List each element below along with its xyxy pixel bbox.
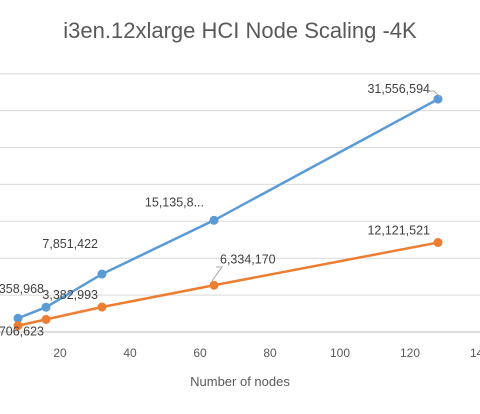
data-label: 6,334,170 — [220, 252, 276, 266]
x-tick-label: 60 — [193, 346, 207, 360]
data-label: 1,706,623 — [0, 324, 44, 338]
leader-line — [428, 90, 441, 98]
data-point — [209, 280, 219, 290]
data-label: 31,556,594 — [367, 82, 430, 96]
x-tick-label: 140 — [470, 346, 480, 360]
data-point — [433, 238, 443, 248]
x-tick-label: 20 — [53, 346, 67, 360]
data-point — [41, 314, 51, 324]
chart-title: i3en.12xlarge HCI Node Scaling -4K — [63, 18, 417, 43]
data-point — [209, 215, 219, 225]
data-label: 15,135,8... — [145, 195, 204, 209]
leader-line — [211, 266, 223, 282]
data-label: 3,382,993 — [42, 288, 98, 302]
data-label: 3,358,968 — [0, 282, 44, 296]
data-point — [97, 302, 107, 312]
series-line — [17, 98, 439, 320]
x-axis-label: Number of nodes — [190, 374, 290, 389]
data-point — [97, 269, 107, 279]
data-point — [433, 94, 443, 104]
data-label: 12,121,521 — [367, 224, 430, 238]
data-point — [41, 302, 51, 312]
data-label: 7,851,422 — [42, 237, 98, 251]
x-tick-label: 120 — [400, 346, 420, 360]
x-tick-label: 40 — [123, 346, 137, 360]
data-point — [13, 313, 23, 323]
x-tick-label: 80 — [263, 346, 277, 360]
data-point — [13, 321, 23, 331]
x-tick-label: 100 — [330, 346, 350, 360]
